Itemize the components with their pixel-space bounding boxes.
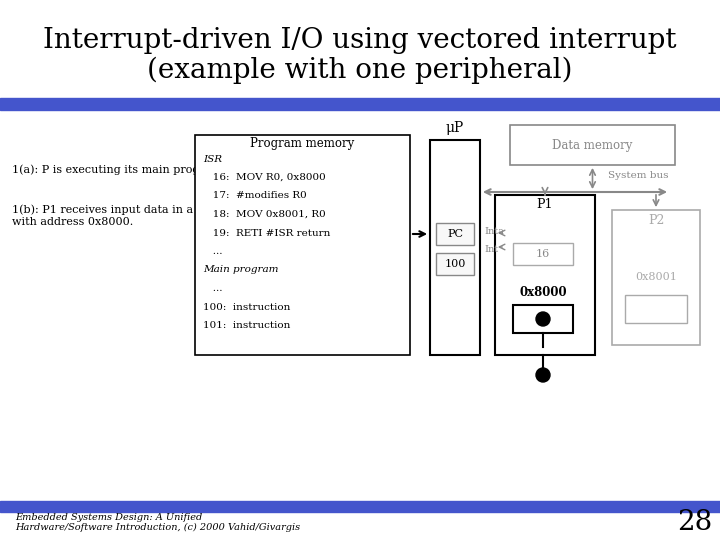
Text: 1(b): P1 receives input data in a register: 1(b): P1 receives input data in a regist… [12, 205, 241, 215]
Text: ...: ... [203, 247, 222, 256]
Text: Inta: Inta [484, 226, 504, 235]
Text: System bus: System bus [608, 171, 668, 180]
Circle shape [536, 312, 550, 326]
Text: P1: P1 [536, 199, 553, 212]
Text: 17:  #modifies R0: 17: #modifies R0 [203, 192, 307, 200]
Text: P2: P2 [648, 213, 664, 226]
Text: Int: Int [484, 245, 498, 253]
Bar [510, 125, 675, 165]
Text: 0x8000: 0x8000 [519, 287, 567, 300]
Circle shape [536, 368, 550, 382]
Text: 100:  instruction: 100: instruction [203, 302, 290, 312]
Text: μP: μP [446, 121, 464, 135]
Text: ISR: ISR [203, 154, 222, 164]
Bar [513, 243, 573, 265]
Text: ...: ... [203, 284, 222, 293]
Text: 0x8001: 0x8001 [635, 272, 677, 282]
Bar [625, 295, 687, 323]
Text: Program memory: Program memory [251, 138, 355, 151]
Bar [612, 210, 700, 345]
Bar [513, 305, 573, 333]
Text: 18:  MOV 0x8001, R0: 18: MOV 0x8001, R0 [203, 210, 325, 219]
Text: Main program: Main program [203, 266, 279, 274]
Text: 28: 28 [678, 510, 713, 537]
Text: with address 0x8000.: with address 0x8000. [12, 217, 133, 227]
Bar [195, 135, 410, 355]
Text: 101:  instruction: 101: instruction [203, 321, 290, 330]
Bar [436, 223, 474, 245]
Text: 1(a): P is executing its main program: 1(a): P is executing its main program [12, 165, 222, 176]
Text: Data memory: Data memory [552, 138, 633, 152]
Text: 16: 16 [536, 249, 550, 259]
Bar [0, 98, 720, 110]
Text: 100: 100 [444, 259, 466, 269]
Text: Embedded Systems Design: A Unified: Embedded Systems Design: A Unified [15, 514, 202, 523]
Text: (example with one peripheral): (example with one peripheral) [148, 56, 572, 84]
Bar [0, 501, 720, 512]
Text: Hardware/Software Introduction, (c) 2000 Vahid/Givargis: Hardware/Software Introduction, (c) 2000… [15, 522, 300, 531]
Bar [495, 195, 595, 355]
Text: PC: PC [447, 229, 463, 239]
Text: Interrupt-driven I/O using vectored interrupt: Interrupt-driven I/O using vectored inte… [43, 26, 677, 53]
Text: 19:  RETI #ISR return: 19: RETI #ISR return [203, 228, 330, 238]
Bar [436, 253, 474, 275]
Bar [430, 140, 480, 355]
Text: 16:  MOV R0, 0x8000: 16: MOV R0, 0x8000 [203, 173, 325, 182]
